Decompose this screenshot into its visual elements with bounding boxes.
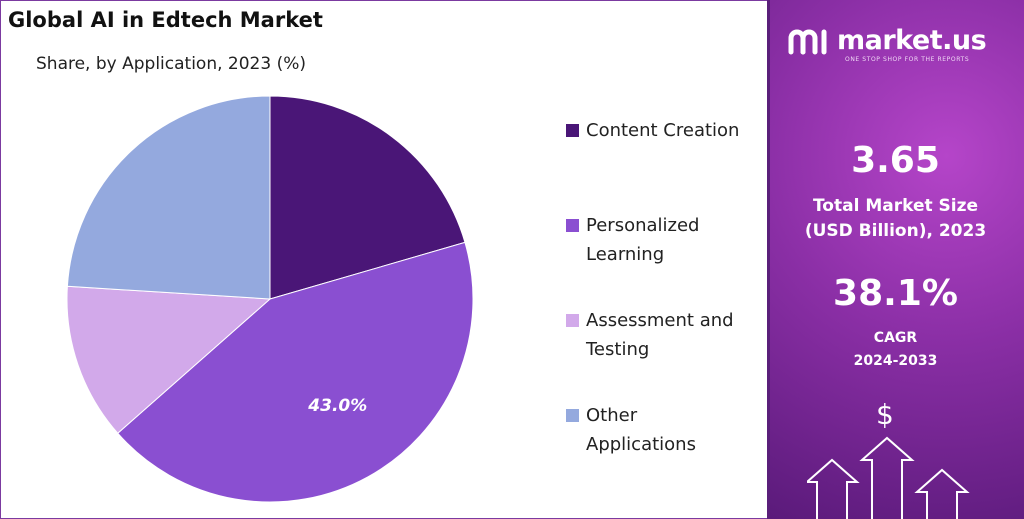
chart-title: Global AI in Edtech Market <box>8 8 323 32</box>
legend-label: Content Creation <box>586 120 740 141</box>
pie-slice-personalized-learning <box>117 241 474 503</box>
legend-swatch <box>566 124 579 137</box>
panel-divider <box>767 0 770 519</box>
cagr-value: 38.1% <box>833 273 958 314</box>
pie-chart: 43.0% <box>66 95 474 503</box>
legend-swatch <box>566 219 579 232</box>
dollar-icon: $ <box>876 398 894 431</box>
legend-item: Assessment and Testing <box>566 308 734 364</box>
legend-swatch <box>566 409 579 422</box>
legend-label: Assessment and Testing <box>586 310 734 360</box>
brand-name: market.us <box>837 25 987 56</box>
market-size-value: 3.65 <box>851 140 940 181</box>
pie-slice-assessment-and-testing <box>66 285 272 434</box>
legend-item: Other Applications <box>566 403 696 459</box>
legend-label: Personalized Learning <box>586 215 700 265</box>
growth-arrows-icon <box>807 436 970 519</box>
legend-item: Content Creation <box>566 118 739 145</box>
market-us-logo-icon <box>788 29 827 54</box>
legend-item: Personalized Learning <box>566 213 699 269</box>
legend-label: Other Applications <box>586 405 696 455</box>
chart-subtitle: Share, by Application, 2023 (%) <box>36 54 306 74</box>
pie-slice-content-creation <box>269 95 466 300</box>
brand-tagline: ONE STOP SHOP FOR THE REPORTS <box>845 56 970 63</box>
cagr-label: CAGR 2024-2033 <box>853 330 938 369</box>
data-label: 43.0% <box>307 396 367 416</box>
pie-slice-other-applications <box>66 95 271 300</box>
brand-logo: market.us <box>787 25 987 56</box>
market-size-label: Total Market Size (USD Billion), 2023 <box>804 196 987 241</box>
legend-swatch <box>566 314 579 327</box>
summary-sidebar: market.us ONE STOP SHOP FOR THE REPORTS … <box>767 0 1024 519</box>
